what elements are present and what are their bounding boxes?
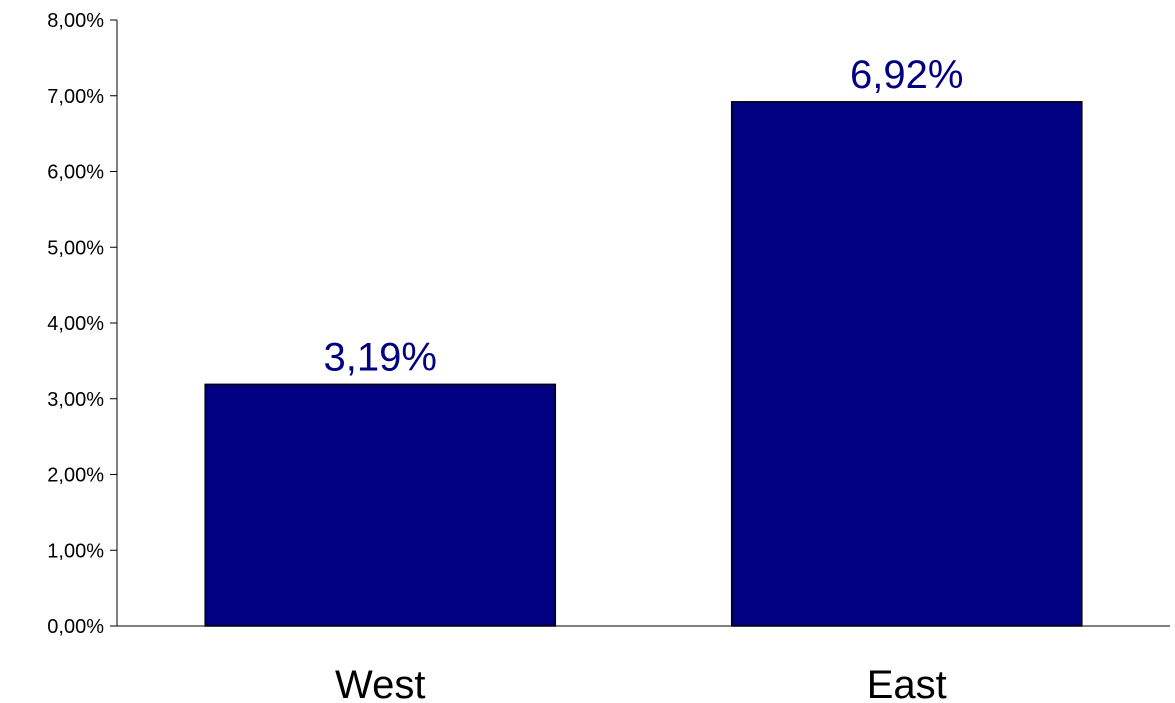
y-tick-label: 3,00% bbox=[47, 389, 104, 411]
y-tick-label: 8,00% bbox=[47, 10, 104, 32]
y-tick-label: 2,00% bbox=[47, 465, 104, 487]
bars bbox=[204, 101, 1083, 627]
data-label-east: 6,92% bbox=[850, 53, 963, 97]
bar-east bbox=[730, 101, 1083, 627]
category-labels: West East bbox=[335, 663, 947, 703]
y-tick-label: 0,00% bbox=[47, 616, 104, 638]
category-label-east: East bbox=[867, 663, 947, 703]
y-tick-label: 6,00% bbox=[47, 162, 104, 184]
y-axis: 0,00% 1,00% 2,00% 3,00% 4,00% 5,00% 6,00% 7,00%… bbox=[47, 10, 118, 638]
y-tick-label: 4,00% bbox=[47, 313, 104, 335]
y-tick-label: 5,00% bbox=[47, 237, 104, 259]
category-label-west: West bbox=[335, 663, 425, 703]
data-label-west: 3,19% bbox=[324, 335, 437, 379]
y-tick-label: 1,00% bbox=[47, 540, 104, 562]
y-tick-label: 7,00% bbox=[47, 86, 104, 108]
bar-west bbox=[204, 383, 557, 627]
data-labels: 3,19% 6,92% bbox=[324, 53, 964, 380]
